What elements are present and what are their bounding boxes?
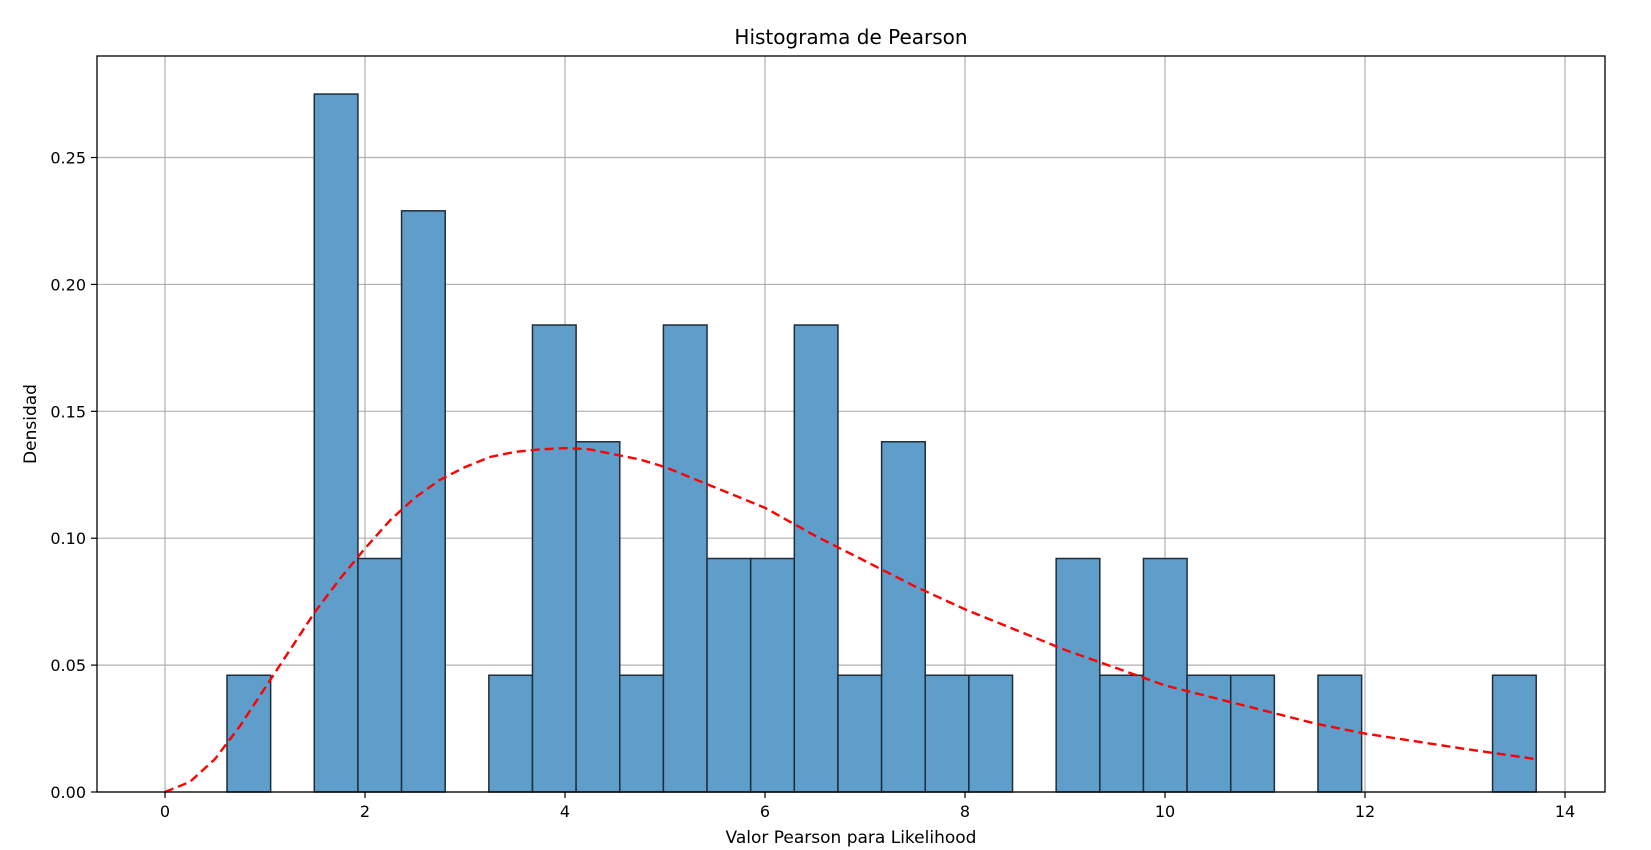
y-axis-title: Densidad (21, 384, 41, 464)
x-tick-label: 8 (960, 802, 970, 821)
histogram-bar (1142, 557, 1188, 793)
histogram-bar (880, 441, 926, 793)
histogram-bar (357, 557, 403, 793)
histogram-bar (531, 324, 577, 793)
histogram-bar (837, 674, 883, 793)
x-tick-label: 0 (160, 802, 170, 821)
histogram-bar (1055, 557, 1101, 793)
histogram-bar (400, 210, 446, 793)
density-curve-layer (164, 446, 1536, 794)
histogram-bar (706, 557, 752, 793)
y-tick-label: 0.25 (50, 149, 86, 168)
y-axis-ticks: 0.00 0.05 0.10 0.15 0.20 0.25 (50, 149, 97, 802)
density-curve (164, 446, 1536, 794)
histogram-bar (488, 674, 534, 793)
histogram-bar (1186, 674, 1232, 793)
y-tick-label: 0.05 (50, 656, 86, 675)
x-tick-label: 6 (760, 802, 770, 821)
x-tick-label: 10 (1155, 802, 1175, 821)
histogram-bar (1491, 674, 1537, 793)
x-axis-ticks: 0 2 4 6 8 10 12 14 (160, 792, 1575, 821)
histogram-bar (793, 324, 839, 793)
histogram-bar (1099, 674, 1145, 793)
histogram-bars (226, 93, 1537, 793)
y-tick-label: 0.00 (50, 783, 86, 802)
histogram-bar (313, 93, 359, 793)
x-tick-label: 2 (360, 802, 370, 821)
y-tick-label: 0.20 (50, 275, 86, 294)
x-tick-label: 12 (1355, 802, 1375, 821)
x-axis-title: Valor Pearson para Likelihood (726, 828, 977, 848)
histogram-bar (1229, 674, 1276, 793)
histogram-bar (1317, 674, 1363, 793)
y-tick-label: 0.15 (50, 402, 86, 421)
histogram-bar (662, 324, 708, 793)
histogram-bar (619, 674, 665, 793)
histogram-bar (575, 441, 621, 793)
x-tick-label: 4 (560, 802, 570, 821)
y-tick-label: 0.10 (50, 529, 86, 548)
plot-frame (96, 55, 1606, 793)
histogram-bar (924, 674, 970, 793)
histogram-bar (749, 557, 796, 793)
x-tick-label: 14 (1555, 802, 1575, 821)
chart-title: Histograma de Pearson (734, 25, 967, 49)
histogram-bar (968, 674, 1014, 793)
